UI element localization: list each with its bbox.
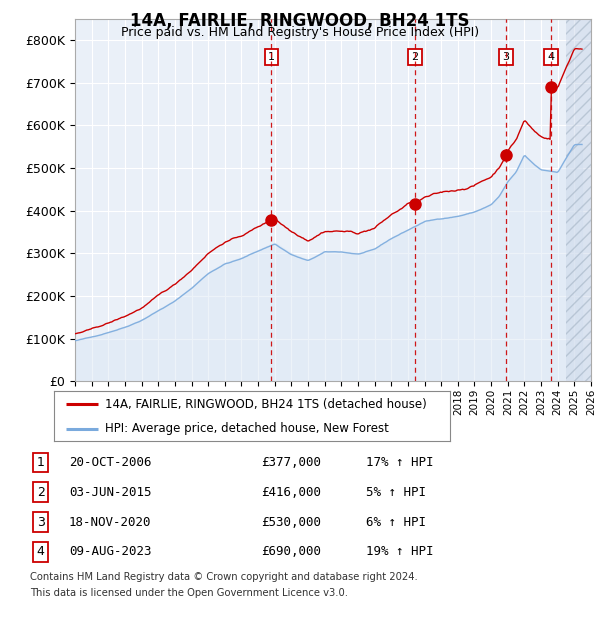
Text: 09-AUG-2023: 09-AUG-2023: [69, 546, 151, 558]
Bar: [566, 10, 593, 381]
Text: £416,000: £416,000: [261, 486, 321, 498]
Text: 1: 1: [268, 52, 275, 62]
Text: Price paid vs. HM Land Registry's House Price Index (HPI): Price paid vs. HM Land Registry's House …: [121, 26, 479, 39]
Text: 5% ↑ HPI: 5% ↑ HPI: [366, 486, 426, 498]
Text: 4: 4: [37, 546, 45, 558]
Text: 3: 3: [502, 52, 509, 62]
Text: 4: 4: [548, 52, 555, 62]
Text: 2: 2: [37, 486, 45, 498]
Text: £530,000: £530,000: [261, 516, 321, 528]
Text: 14A, FAIRLIE, RINGWOOD, BH24 1TS: 14A, FAIRLIE, RINGWOOD, BH24 1TS: [130, 12, 470, 30]
Text: 3: 3: [37, 516, 45, 528]
Text: 1: 1: [37, 456, 45, 469]
Text: This data is licensed under the Open Government Licence v3.0.: This data is licensed under the Open Gov…: [30, 588, 348, 598]
Text: 2: 2: [412, 52, 418, 62]
Text: Contains HM Land Registry data © Crown copyright and database right 2024.: Contains HM Land Registry data © Crown c…: [30, 572, 418, 582]
Text: 20-OCT-2006: 20-OCT-2006: [69, 456, 151, 469]
Text: £690,000: £690,000: [261, 546, 321, 558]
Text: 03-JUN-2015: 03-JUN-2015: [69, 486, 151, 498]
Text: 14A, FAIRLIE, RINGWOOD, BH24 1TS (detached house): 14A, FAIRLIE, RINGWOOD, BH24 1TS (detach…: [106, 398, 427, 411]
Text: 19% ↑ HPI: 19% ↑ HPI: [366, 546, 433, 558]
Text: HPI: Average price, detached house, New Forest: HPI: Average price, detached house, New …: [106, 422, 389, 435]
Text: £377,000: £377,000: [261, 456, 321, 469]
Text: 17% ↑ HPI: 17% ↑ HPI: [366, 456, 433, 469]
Text: 18-NOV-2020: 18-NOV-2020: [69, 516, 151, 528]
Text: 6% ↑ HPI: 6% ↑ HPI: [366, 516, 426, 528]
